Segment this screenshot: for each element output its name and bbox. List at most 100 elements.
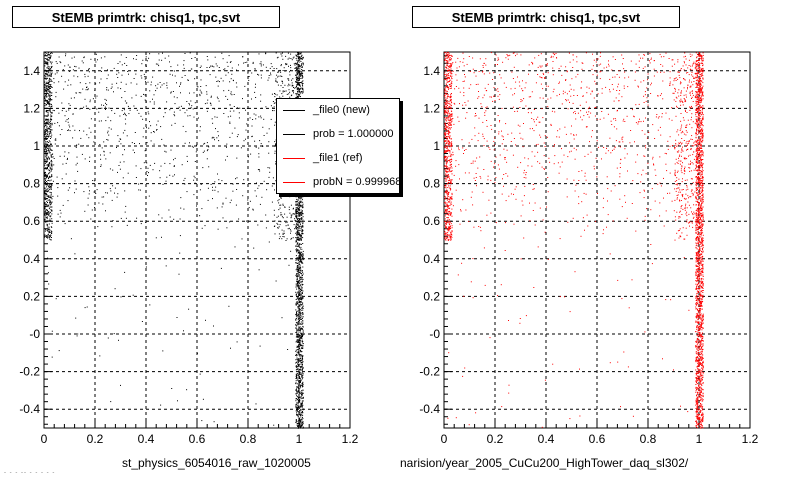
data-point xyxy=(701,229,702,231)
data-point xyxy=(46,61,48,63)
data-point xyxy=(84,307,86,309)
data-point xyxy=(697,398,699,400)
data-point xyxy=(301,289,303,291)
data-point xyxy=(700,137,702,139)
data-point xyxy=(299,377,300,379)
data-point xyxy=(50,92,52,94)
data-point xyxy=(300,267,302,269)
data-point xyxy=(211,137,213,139)
data-point xyxy=(293,56,295,58)
data-point xyxy=(48,226,50,228)
data-point xyxy=(697,143,699,145)
data-point xyxy=(297,379,299,381)
data-point xyxy=(298,426,299,428)
data-point xyxy=(699,293,701,295)
data-point xyxy=(697,227,699,229)
data-point xyxy=(46,147,48,149)
data-point xyxy=(49,199,51,201)
data-point xyxy=(301,383,303,385)
data-point xyxy=(133,58,134,60)
data-point xyxy=(251,72,253,74)
data-point xyxy=(49,169,50,171)
data-point xyxy=(295,365,297,367)
data-point xyxy=(298,207,300,209)
data-point xyxy=(298,91,300,93)
data-point xyxy=(46,94,47,96)
data-point xyxy=(106,104,108,106)
data-point xyxy=(207,149,209,151)
data-point xyxy=(296,414,298,415)
data-point xyxy=(300,359,302,361)
data-point xyxy=(698,242,699,244)
data-point xyxy=(221,206,223,208)
data-point xyxy=(298,218,300,220)
data-point xyxy=(235,204,237,206)
data-point xyxy=(45,174,47,176)
data-point xyxy=(197,86,199,88)
data-point xyxy=(153,143,155,145)
data-point xyxy=(301,217,302,219)
data-point xyxy=(244,85,246,87)
data-point xyxy=(289,71,290,73)
data-point xyxy=(700,411,702,413)
data-point xyxy=(199,89,201,91)
data-point xyxy=(299,314,301,316)
data-point xyxy=(695,352,697,354)
data-point xyxy=(298,210,300,212)
data-point xyxy=(237,134,239,136)
data-point xyxy=(161,59,163,61)
data-point xyxy=(300,212,302,214)
data-point xyxy=(300,226,302,228)
data-point xyxy=(301,83,303,85)
data-point xyxy=(44,174,46,176)
data-point xyxy=(297,333,299,335)
data-point xyxy=(117,171,118,173)
data-point xyxy=(45,178,47,180)
data-point xyxy=(69,104,71,106)
data-point xyxy=(282,95,284,97)
data-point xyxy=(45,136,47,138)
data-point xyxy=(299,305,300,307)
x-tick-label: 0.4 xyxy=(538,432,555,446)
data-point xyxy=(227,98,229,100)
data-point xyxy=(698,339,700,341)
data-point xyxy=(45,87,47,89)
data-point xyxy=(295,398,297,400)
data-point xyxy=(101,147,103,149)
data-point xyxy=(94,180,96,182)
data-point xyxy=(702,376,704,378)
data-point xyxy=(47,213,49,215)
data-point xyxy=(297,307,299,309)
data-point xyxy=(697,424,699,426)
data-point xyxy=(147,81,149,83)
data-point xyxy=(696,292,698,294)
data-point xyxy=(84,76,86,78)
data-point xyxy=(297,397,299,398)
data-point xyxy=(112,185,114,187)
data-point xyxy=(114,112,116,114)
data-point xyxy=(150,140,152,142)
data-point xyxy=(288,264,290,266)
data-point xyxy=(699,132,701,134)
data-point xyxy=(297,212,299,214)
data-point xyxy=(243,179,245,181)
data-point xyxy=(111,83,113,85)
data-point xyxy=(45,63,47,65)
data-point xyxy=(302,266,304,268)
data-point xyxy=(80,92,82,94)
data-point xyxy=(182,125,184,127)
data-point xyxy=(89,156,91,158)
data-point xyxy=(153,131,155,133)
data-point xyxy=(119,168,121,170)
data-point xyxy=(696,126,698,128)
data-point xyxy=(49,100,51,102)
data-point xyxy=(701,168,703,170)
data-point xyxy=(45,90,47,92)
data-point xyxy=(300,334,302,335)
data-point xyxy=(302,333,304,335)
data-point xyxy=(698,99,700,101)
data-point xyxy=(300,65,302,67)
data-point xyxy=(191,105,193,107)
data-point xyxy=(47,163,49,165)
data-point xyxy=(67,130,69,131)
